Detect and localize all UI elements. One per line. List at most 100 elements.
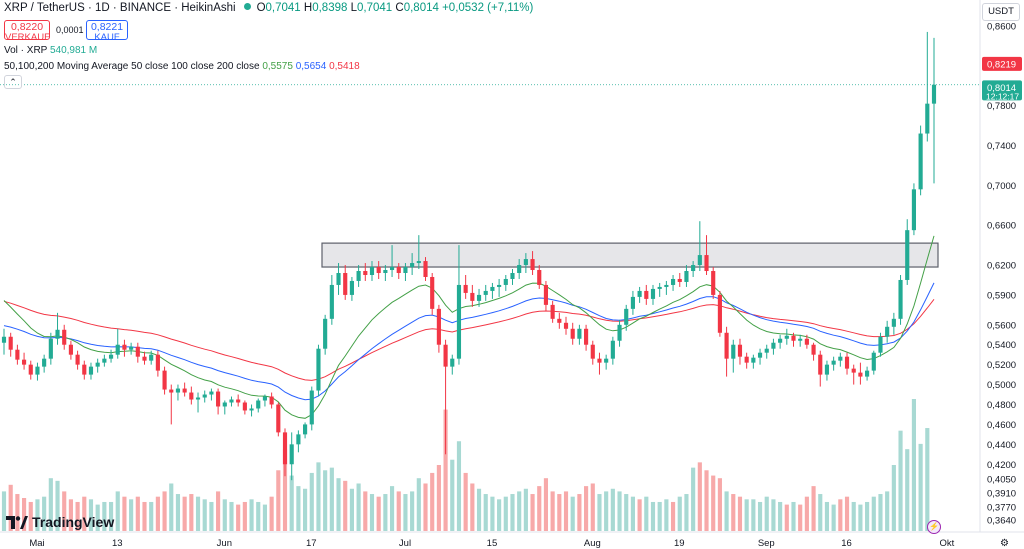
candle[interactable] bbox=[216, 388, 221, 415]
candle[interactable] bbox=[670, 274, 676, 291]
candle[interactable] bbox=[189, 386, 194, 405]
candle[interactable] bbox=[15, 344, 20, 365]
candle[interactable] bbox=[858, 362, 863, 385]
candle[interactable] bbox=[550, 300, 555, 323]
resistance-zone[interactable] bbox=[321, 242, 939, 268]
candle[interactable] bbox=[122, 339, 127, 357]
candle[interactable] bbox=[476, 288, 482, 307]
candle[interactable] bbox=[155, 350, 160, 377]
candle[interactable] bbox=[396, 263, 401, 279]
candle[interactable] bbox=[42, 354, 47, 373]
candle[interactable] bbox=[510, 269, 515, 285]
candle[interactable] bbox=[336, 263, 341, 295]
candle[interactable] bbox=[8, 332, 13, 357]
candle[interactable] bbox=[102, 354, 107, 367]
candle[interactable] bbox=[222, 400, 227, 415]
candle[interactable] bbox=[242, 400, 247, 415]
candle[interactable] bbox=[303, 422, 308, 439]
candle[interactable] bbox=[851, 364, 856, 385]
candle[interactable] bbox=[624, 304, 629, 331]
candle[interactable] bbox=[490, 282, 495, 299]
candle[interactable] bbox=[450, 354, 455, 375]
candle[interactable] bbox=[844, 352, 850, 375]
candle[interactable] bbox=[403, 263, 408, 281]
candle[interactable] bbox=[784, 328, 789, 345]
candle[interactable] bbox=[75, 350, 80, 370]
candle[interactable] bbox=[644, 284, 649, 305]
candle[interactable] bbox=[537, 265, 542, 289]
candle[interactable] bbox=[831, 356, 836, 371]
candle[interactable] bbox=[149, 350, 154, 365]
candle[interactable] bbox=[383, 265, 388, 281]
candle[interactable] bbox=[905, 219, 910, 285]
lightning-icon[interactable]: ⚡ bbox=[927, 520, 941, 534]
sell-button[interactable]: 0,8220 VERKAUF bbox=[4, 20, 50, 42]
candle[interactable] bbox=[48, 332, 53, 365]
candle[interactable] bbox=[557, 312, 562, 329]
candle[interactable] bbox=[108, 349, 114, 363]
candle[interactable] bbox=[911, 183, 917, 236]
candle[interactable] bbox=[82, 360, 87, 380]
candle[interactable] bbox=[175, 384, 181, 401]
candle[interactable] bbox=[818, 350, 823, 387]
candle[interactable] bbox=[891, 312, 896, 335]
candle[interactable] bbox=[577, 324, 582, 345]
tradingview-logo[interactable]: TradingView bbox=[6, 514, 114, 530]
candle[interactable] bbox=[737, 338, 743, 365]
candle[interactable] bbox=[637, 286, 642, 303]
candle[interactable] bbox=[115, 328, 120, 359]
candle[interactable] bbox=[778, 334, 783, 349]
candle[interactable] bbox=[316, 344, 321, 397]
candle[interactable] bbox=[704, 235, 709, 275]
candle[interactable] bbox=[711, 267, 716, 299]
candle[interactable] bbox=[757, 348, 763, 365]
candle[interactable] bbox=[838, 352, 843, 367]
candle[interactable] bbox=[804, 334, 809, 349]
candle[interactable] bbox=[691, 261, 696, 277]
candle[interactable] bbox=[630, 290, 635, 315]
candle[interactable] bbox=[717, 290, 722, 337]
candle[interactable] bbox=[88, 362, 94, 380]
candle[interactable] bbox=[55, 312, 60, 345]
candle[interactable] bbox=[262, 394, 268, 407]
candle[interactable] bbox=[276, 402, 281, 437]
candle[interactable] bbox=[824, 360, 830, 381]
candle[interactable] bbox=[296, 430, 301, 453]
candle[interactable] bbox=[503, 274, 508, 291]
candle[interactable] bbox=[697, 221, 702, 272]
candle[interactable] bbox=[436, 304, 441, 353]
candle[interactable] bbox=[289, 432, 294, 481]
candle[interactable] bbox=[410, 253, 415, 275]
candle[interactable] bbox=[543, 280, 549, 311]
candle[interactable] bbox=[443, 339, 448, 455]
candle[interactable] bbox=[28, 360, 33, 380]
candle[interactable] bbox=[430, 273, 435, 315]
candle[interactable] bbox=[584, 324, 589, 351]
buy-button[interactable]: 0,8221 KAUF bbox=[86, 20, 128, 42]
candle[interactable] bbox=[356, 265, 361, 287]
candle[interactable] bbox=[349, 276, 354, 301]
candle[interactable] bbox=[610, 336, 615, 365]
candle[interactable] bbox=[483, 284, 488, 301]
candle[interactable] bbox=[35, 362, 40, 381]
currency-button[interactable]: USDT bbox=[982, 3, 1020, 21]
candle[interactable] bbox=[416, 235, 421, 270]
candle[interactable] bbox=[597, 352, 602, 375]
candle[interactable] bbox=[456, 245, 462, 365]
candle[interactable] bbox=[871, 350, 876, 375]
candle[interactable] bbox=[811, 342, 816, 361]
candle[interactable] bbox=[590, 340, 595, 365]
candle[interactable] bbox=[563, 316, 569, 335]
symbol-title[interactable]: XRP / TetherUS · 1D · BINANCE · HeikinAs… bbox=[4, 2, 236, 14]
candle[interactable] bbox=[744, 352, 749, 369]
candle[interactable] bbox=[129, 342, 134, 355]
candle[interactable] bbox=[21, 352, 27, 370]
candle[interactable] bbox=[677, 273, 682, 287]
candle[interactable] bbox=[530, 251, 535, 275]
ma-legend[interactable]: 50,100,200 Moving Average 50 close 100 c… bbox=[4, 61, 360, 72]
gear-icon[interactable]: ⚙ bbox=[1000, 538, 1009, 549]
candle[interactable] bbox=[343, 265, 348, 300]
candle[interactable] bbox=[918, 125, 923, 196]
candle[interactable] bbox=[798, 334, 803, 347]
candle[interactable] bbox=[885, 320, 890, 343]
